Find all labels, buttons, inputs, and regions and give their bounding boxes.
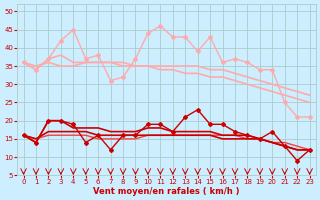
X-axis label: Vent moyen/en rafales ( km/h ): Vent moyen/en rafales ( km/h ) <box>93 187 240 196</box>
